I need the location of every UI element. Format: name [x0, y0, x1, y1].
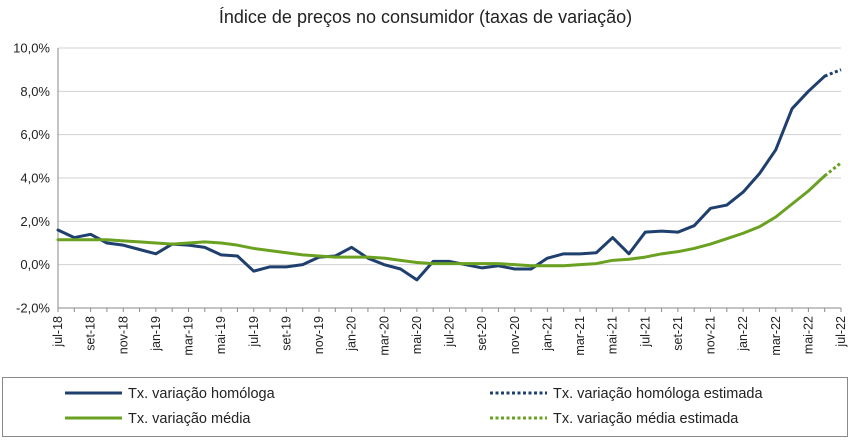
x-tick-label: set-20 [475, 316, 489, 351]
x-tick-label: jan-22 [736, 316, 750, 352]
x-tick-label: jul-22 [834, 316, 848, 348]
series-line-tx-varia-o-hom-loga [56, 74, 827, 282]
chart-title: Índice de preços no consumidor (taxas de… [218, 7, 633, 27]
legend-label: Tx. variação média [128, 411, 251, 427]
series-line-tx-varia-o-hom-loga-estimada [824, 68, 842, 78]
x-tick-label: mai-21 [606, 316, 620, 354]
x-tick-label: jul-21 [638, 316, 652, 348]
x-tick-label: mai-19 [214, 316, 228, 354]
y-tick-label: 0,0% [20, 257, 50, 272]
y-tick-label: 4,0% [20, 171, 50, 186]
x-tick-label: set-21 [671, 316, 685, 351]
x-tick-label: set-19 [279, 316, 293, 351]
x-tick-label: nov-19 [312, 316, 326, 354]
gridlines [58, 47, 841, 309]
y-tick-label: 2,0% [20, 214, 50, 229]
series-lines [56, 68, 842, 282]
x-tick-label: nov-21 [704, 316, 718, 354]
x-tick-label: nov-18 [116, 316, 130, 354]
x-tick-label: mar-21 [573, 316, 587, 356]
y-tick-label: -2,0% [16, 301, 50, 316]
x-tick-label: mar-19 [182, 316, 196, 356]
x-tick-label: nov-20 [508, 316, 522, 354]
series-line-tx-varia-o-m-dia [56, 174, 827, 268]
x-tick-label: set-18 [84, 316, 98, 351]
x-tick-label: mai-22 [801, 316, 815, 354]
y-tick-label: 6,0% [20, 127, 50, 142]
x-tick-label: mar-22 [769, 316, 783, 356]
x-tick-label: jul-20 [443, 316, 457, 348]
x-tick-label: jan-19 [149, 316, 163, 352]
legend-label: Tx. variação homóloga estimada [553, 386, 763, 402]
y-tick-label: 8,0% [20, 84, 50, 99]
x-tick-label: mar-20 [377, 316, 391, 356]
legend-box [2, 377, 848, 437]
legend: Tx. variação homóloga Tx. variação homólo… [2, 377, 848, 437]
axes: -2,0% 0,0% 2,0% 4,0% 6,0% 8,0% 10,0% jul-18 set-… [13, 41, 848, 356]
legend-label: Tx. variação média estimada [553, 411, 739, 427]
x-tick-label: jan-21 [540, 316, 554, 352]
x-tick-label: jan-20 [345, 316, 359, 352]
legend-label: Tx. variação homóloga [128, 386, 276, 402]
y-tick-label: 10,0% [13, 41, 50, 56]
x-tick-label: mai-20 [410, 316, 424, 354]
series-line-tx-varia-o-m-dia-estimada [823, 161, 842, 178]
x-tick-label: jul-19 [247, 316, 261, 348]
x-tick-label: jul-18 [51, 316, 65, 348]
